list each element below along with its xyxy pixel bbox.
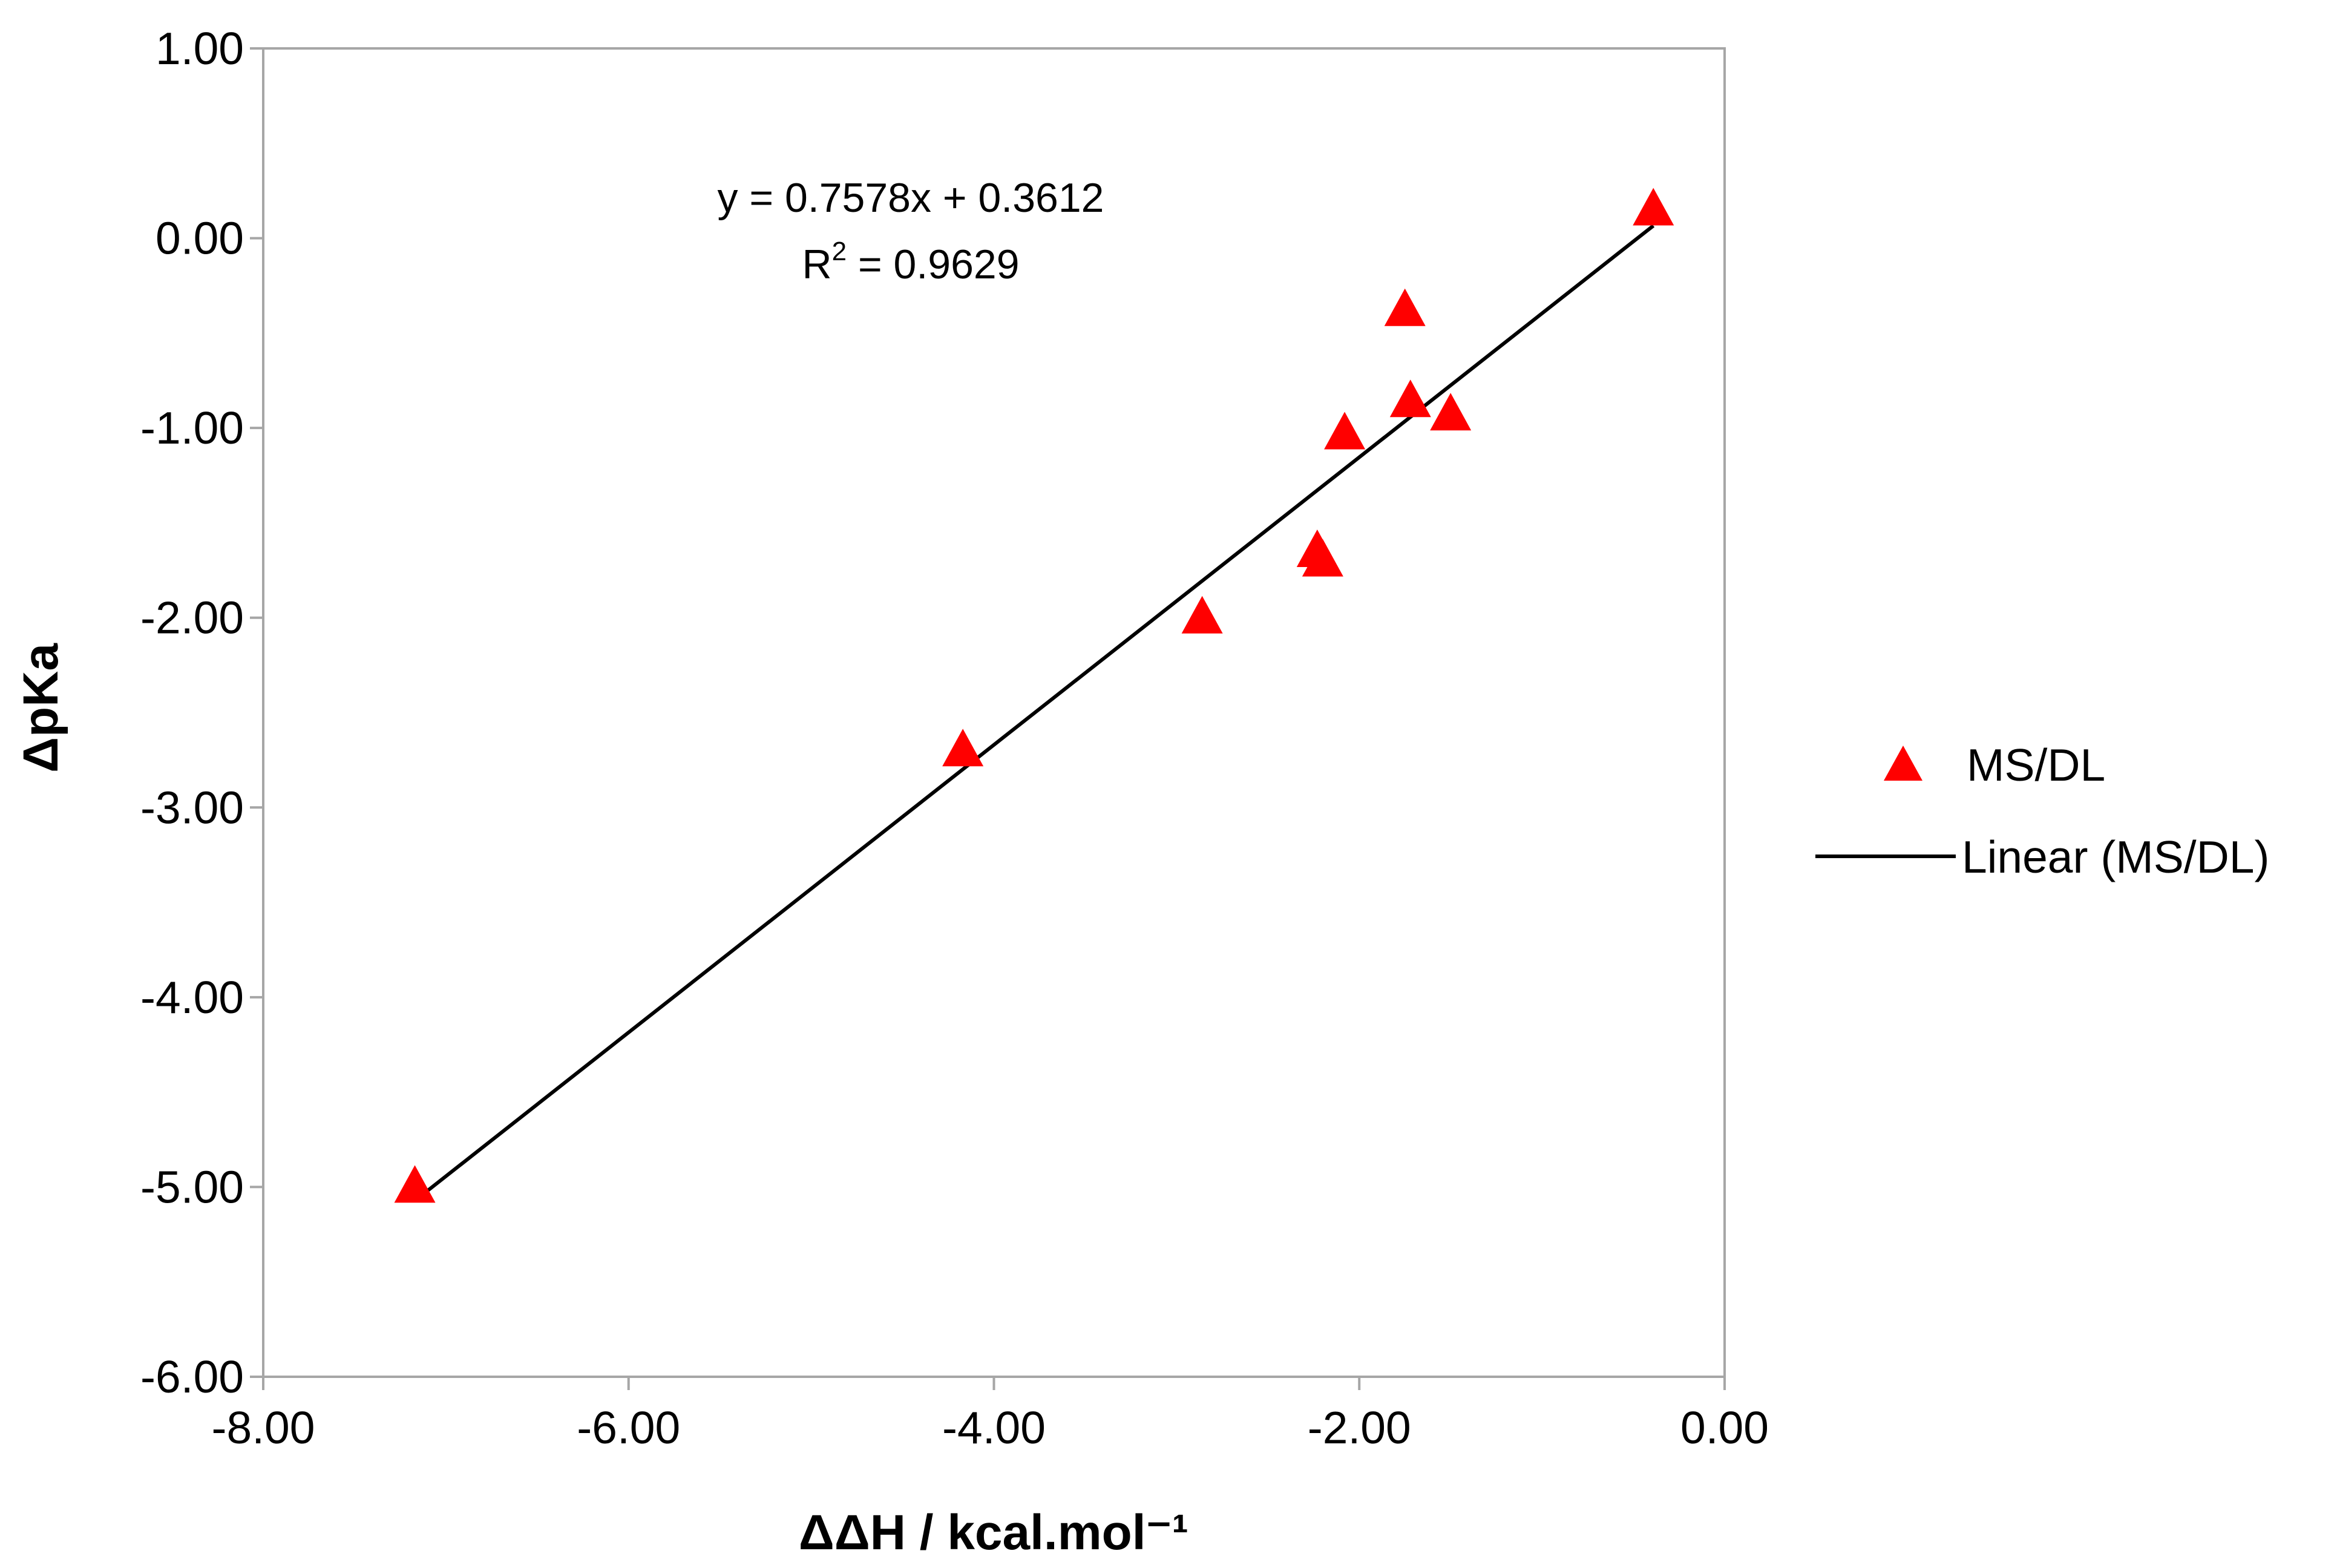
y-tick-label: 1.00 (156, 23, 244, 74)
y-tick-label: -1.00 (140, 402, 244, 453)
legend: MS/DL Linear (MS/DL) (1815, 740, 2269, 882)
data-point (1302, 539, 1343, 577)
x-tick-label: -6.00 (577, 1402, 680, 1453)
data-point (1389, 379, 1431, 418)
y-tick-label: -4.00 (140, 972, 244, 1023)
r-squared-label: R2 = 0.9629 (802, 237, 1019, 287)
x-tick-label: -4.00 (942, 1402, 1046, 1453)
data-point (1384, 288, 1426, 326)
y-axis-title: ΔpKa (13, 643, 68, 773)
trendline-group (413, 224, 1655, 1202)
trendline-linear (413, 224, 1655, 1202)
y-tick-label: -6.00 (140, 1351, 244, 1402)
x-axis-ticks: -8.00 -6.00 -4.00 -2.00 0.00 (212, 1377, 1769, 1453)
x-axis-title: ΔΔH / kcal.mol⁻¹ (799, 1505, 1188, 1560)
legend-label-series: MS/DL (1967, 740, 2105, 790)
data-point (1430, 393, 1472, 431)
trendline-equation: y = 0.7578x + 0.3612 (718, 175, 1104, 221)
data-point (394, 1165, 436, 1203)
y-tick-label: -2.00 (140, 592, 244, 643)
r-squared-value: = 0.9629 (847, 241, 1019, 287)
x-tick-label: -2.00 (1308, 1402, 1411, 1453)
data-point (942, 729, 984, 767)
x-tick-label: 0.00 (1680, 1402, 1769, 1453)
data-point (1181, 595, 1223, 634)
data-point (1633, 188, 1674, 226)
y-tick-label: -5.00 (140, 1161, 244, 1212)
data-points (394, 188, 1674, 1203)
legend-triangle-marker (1884, 746, 1922, 781)
legend-label-trendline: Linear (MS/DL) (1962, 832, 2269, 882)
r-squared-exponent: 2 (832, 237, 847, 266)
y-axis-ticks: 1.00 0.00 -1.00 -2.00 -3.00 -4.00 -5.00 -6.00 (140, 23, 263, 1402)
y-tick-label: 0.00 (156, 213, 244, 264)
data-point (1324, 412, 1366, 450)
y-tick-label: -3.00 (140, 782, 244, 833)
x-tick-label: -8.00 (212, 1402, 315, 1453)
r-squared-prefix: R (802, 241, 831, 287)
